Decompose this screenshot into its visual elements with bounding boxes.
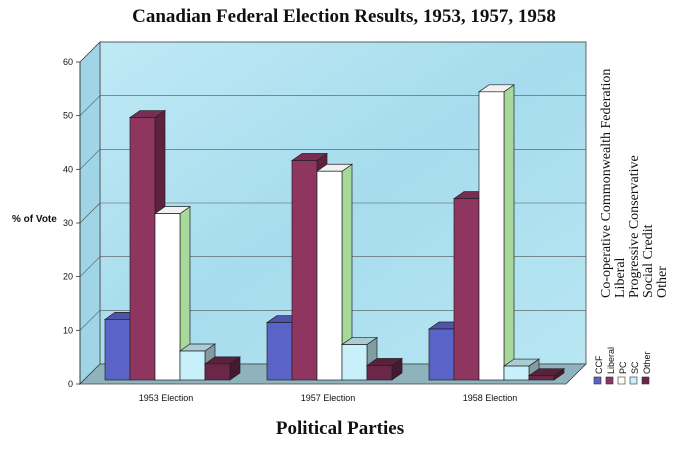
legend-long-entry: Other [655,266,670,298]
y-tick-label: 0 [68,379,73,389]
gridline-side [79,41,101,63]
bar-sc-1958-election [502,358,541,381]
y-tick-label: 60 [63,57,73,67]
legend-swatch-other [641,376,650,385]
bar-other-1958-election [527,368,566,381]
y-tick-label: 20 [63,272,73,282]
legend-long-entry: Liberal [613,257,628,298]
chart-title: Canadian Federal Election Results, 1953,… [132,6,556,27]
legend-swatch-sc [629,376,638,385]
legend-swatch-ccf [593,376,602,385]
y-tick-labels: 0 10 20 30 40 50 60 [63,57,73,389]
category-labels: 1953 Election 1957 Election 1958 Election [139,393,518,403]
gridline-side [79,256,101,277]
category-label: 1953 Election [139,393,194,403]
bar-pc-1957-election [315,163,354,381]
gridline-side [79,202,101,224]
gridline-side [79,310,101,331]
legend-entry-pc: PC [618,361,628,374]
y-tick-label: 40 [63,164,73,174]
gridline-side [79,95,101,116]
x-axis-label: Political Parties [275,418,405,439]
legend-entry-ccf: CCF [594,355,604,374]
legend-long-entry: Progressive Conservative [627,155,642,298]
legend-entry-other: Other [642,351,652,374]
bar-other-1953-election [203,356,242,381]
legend-swatch-pc [617,376,626,385]
bar-pc-1958-election [477,84,516,381]
y-tick-label: 30 [63,218,73,228]
bar-other-1957-election [365,357,404,381]
y-tick-label: 10 [63,325,73,335]
y-tick-label: 50 [63,111,73,121]
legend-long-entry: Social Credit [641,224,656,298]
category-label: 1957 Election [301,393,356,403]
legend-entry-liberal: Liberal [606,347,616,374]
category-label: 1958 Election [463,393,518,403]
y-axis-label: % of Vote [12,214,57,225]
legend-swatch-liberal [605,376,614,385]
bars [103,84,566,381]
legend-long-entry: Co-operative Commonwealth Federation [599,69,614,298]
bar-pc-1953-election [153,205,192,381]
legend-entry-sc: SC [630,361,640,374]
gridline-side [79,149,101,170]
